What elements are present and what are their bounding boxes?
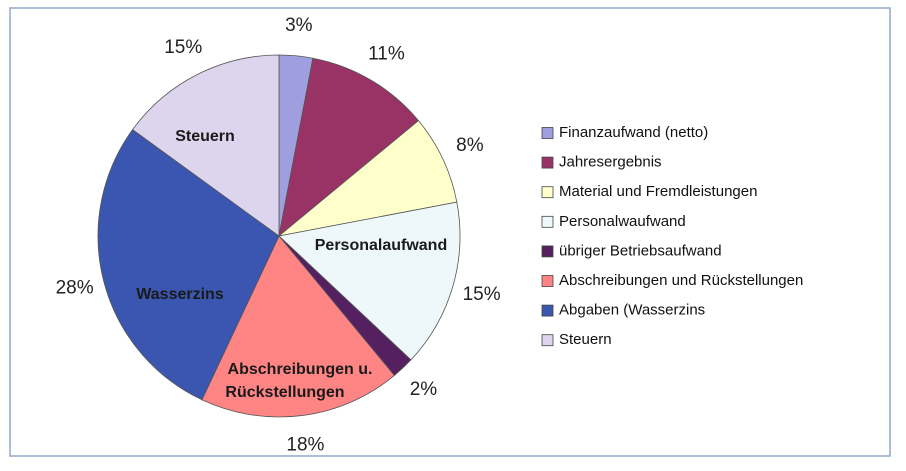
slice-annotation: Personalaufwand [315, 237, 447, 254]
percent-label: 15% [164, 37, 202, 58]
legend-label: Finanzaufwand (netto) [559, 124, 708, 141]
legend-swatch [541, 156, 554, 169]
legend-swatch [541, 127, 554, 139]
legend-label: Personalwaufwand [559, 213, 686, 230]
percent-label: 3% [285, 15, 313, 36]
legend-swatch [541, 186, 554, 199]
legend-swatch [541, 334, 554, 347]
pie-slice [201, 235, 395, 418]
percent-label: 18% [286, 434, 324, 455]
pie-slice [278, 57, 420, 238]
legend-label: übriger Betriebsaufwand [559, 242, 722, 259]
legend-label: Abschreibungen und Rückstellungen [559, 272, 803, 289]
slice-annotation: Wasserzins [136, 286, 224, 303]
legend-label: Steuern [559, 331, 612, 348]
percent-label: 8% [456, 135, 484, 156]
slice-annotation: Abschreibungen u. [228, 361, 373, 378]
pie-slice [132, 54, 280, 237]
legend-label: Jahresergebnis [559, 154, 662, 171]
percent-label: 28% [56, 277, 94, 298]
pie-slice [278, 201, 461, 361]
percent-label: 15% [463, 284, 501, 305]
legend-swatch [541, 304, 554, 317]
percent-label: 2% [410, 379, 438, 400]
pie-slice [97, 129, 280, 401]
slice-annotation: Rückstellungen [225, 384, 344, 401]
legend-swatch [541, 245, 554, 258]
pie-slice [278, 120, 458, 237]
legend-swatch [541, 275, 554, 287]
legend-label: Abgaben (Wasserzins [559, 302, 705, 319]
legend-swatch [541, 215, 554, 228]
slice-annotation: Steuern [175, 128, 235, 145]
percent-label: 11% [368, 43, 405, 64]
legend-label: Material und Fremdleistungen [559, 183, 757, 200]
